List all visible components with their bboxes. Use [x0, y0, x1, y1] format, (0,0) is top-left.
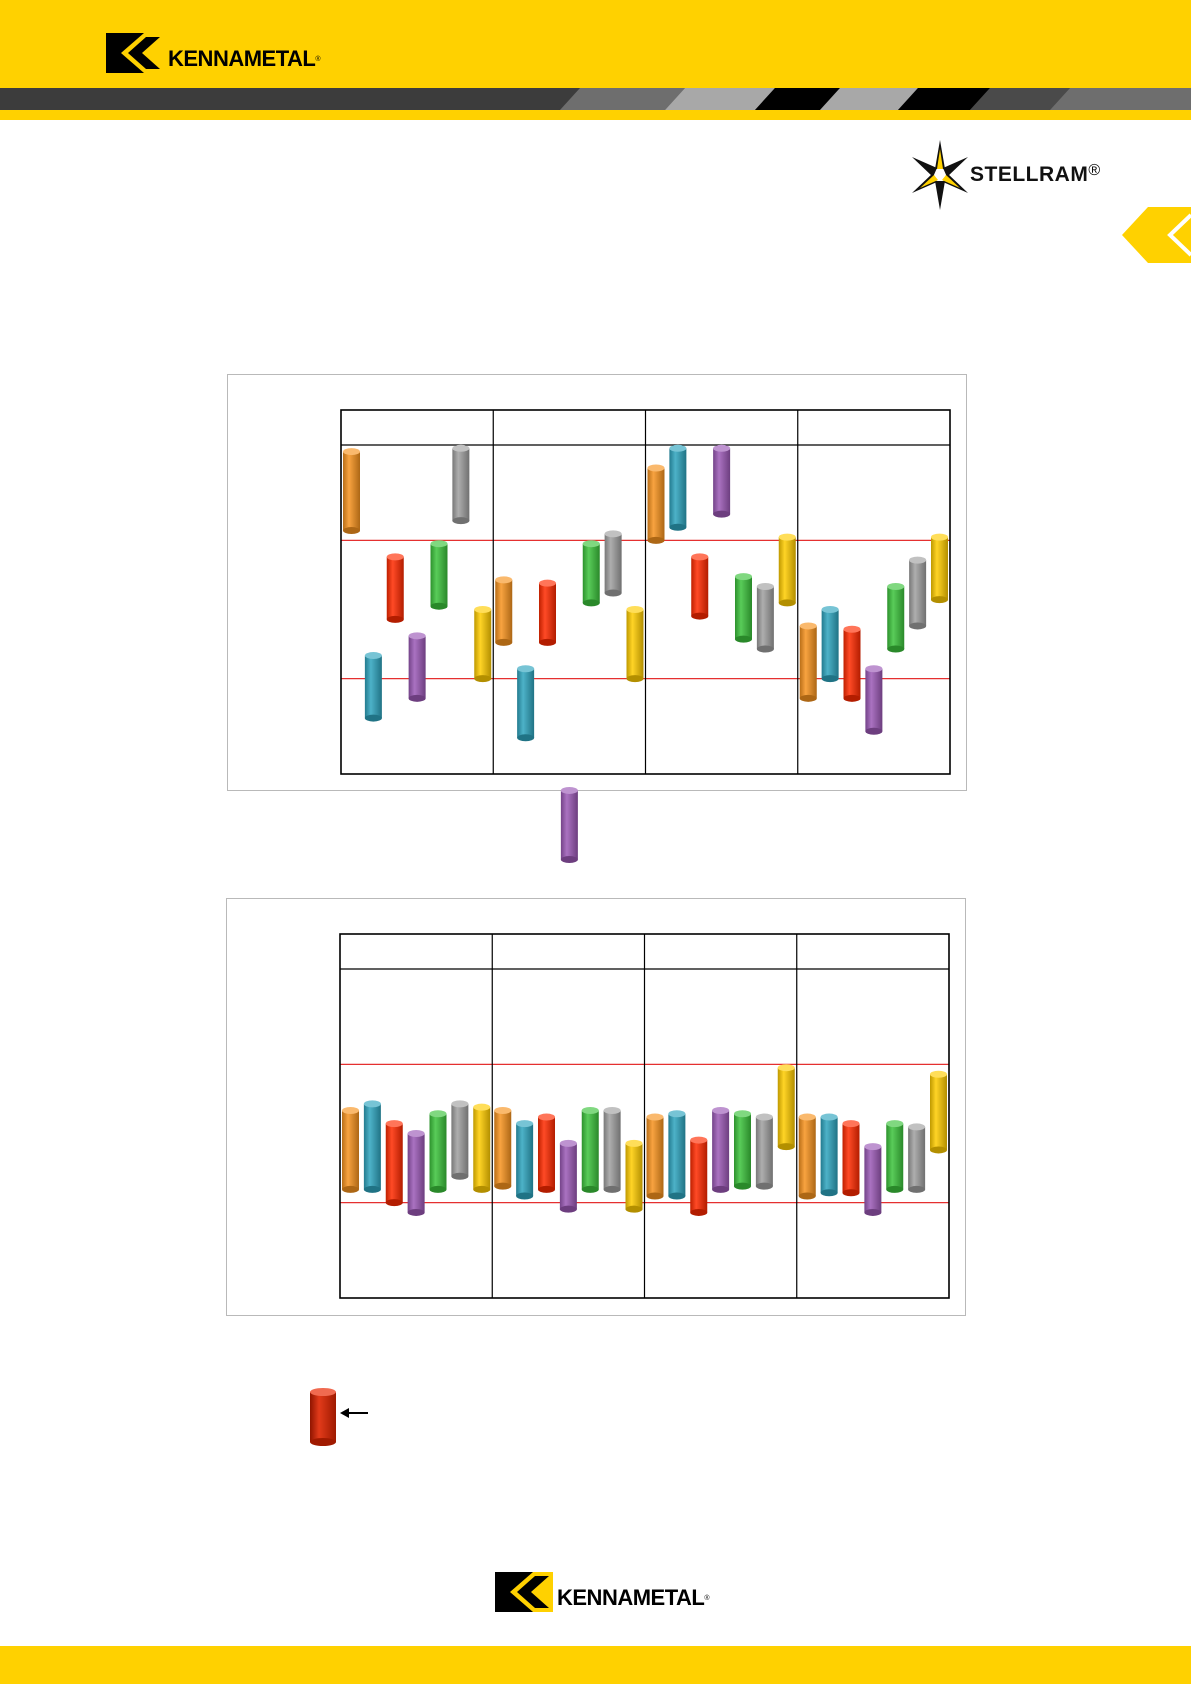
range-bar	[474, 606, 492, 683]
legend	[308, 1386, 368, 1453]
range-bar	[668, 1110, 686, 1200]
range-bar	[559, 1139, 577, 1213]
range-bar	[538, 1113, 555, 1193]
kennametal-logo: KENNAMETAL ®	[106, 33, 321, 73]
chevron-left-icon[interactable]	[1122, 207, 1191, 263]
range-bar	[517, 665, 535, 742]
range-bar	[887, 582, 905, 653]
range-bar	[865, 665, 883, 735]
legend-marker	[310, 1388, 336, 1446]
range-bar	[386, 553, 404, 623]
range-bar	[843, 625, 861, 702]
stellram-wordmark: STELLRAM	[970, 163, 1089, 186]
range-bar	[495, 576, 513, 646]
range-bar	[755, 1113, 773, 1190]
kennametal-wordmark: KENNAMETAL	[168, 46, 316, 71]
range-bar	[756, 582, 774, 653]
range-bar	[930, 1070, 947, 1154]
range-bar	[430, 540, 448, 610]
range-bar	[821, 606, 839, 683]
header-stripe	[0, 88, 1191, 120]
chart-2-frame	[226, 898, 966, 1316]
chart-1-frame	[227, 374, 967, 864]
range-bar	[364, 652, 382, 722]
range-bar	[343, 448, 360, 535]
range-bar	[451, 1100, 469, 1180]
registered-mark: ®	[315, 55, 321, 63]
range-bar	[820, 1113, 838, 1197]
header-band	[0, 0, 1191, 90]
range-bar	[735, 573, 752, 643]
footer-kennametal-logo: KENNAMETAL ®	[495, 1572, 710, 1612]
range-bar	[385, 1120, 403, 1207]
range-bar	[626, 606, 644, 683]
kennametal-k-icon	[106, 33, 164, 73]
kennametal-wordmark: KENNAMETAL	[557, 1585, 705, 1610]
range-bar	[473, 1103, 491, 1193]
range-bar	[799, 622, 817, 702]
range-bar	[603, 1106, 621, 1193]
range-bar	[581, 1106, 599, 1193]
range-bar	[407, 1130, 425, 1216]
range-bar	[516, 1120, 534, 1200]
range-bar	[778, 533, 796, 607]
range-bar	[560, 786, 578, 864]
range-bar	[539, 579, 556, 646]
stellram-star-icon	[912, 140, 968, 210]
range-bar	[864, 1143, 882, 1216]
chart-1	[340, 409, 951, 864]
range-bar	[494, 1106, 512, 1190]
range-bar	[604, 530, 622, 597]
range-bar	[734, 1110, 751, 1190]
range-bar	[886, 1120, 904, 1193]
range-bar	[669, 444, 687, 531]
range-bar	[625, 1139, 643, 1213]
range-bar	[363, 1100, 381, 1193]
range-bar	[690, 1136, 708, 1216]
range-bar	[931, 533, 948, 604]
range-bar	[712, 1106, 730, 1193]
stellram-logo: STELLRAM ®	[912, 140, 1100, 210]
range-bar	[713, 444, 731, 518]
arrow-left-icon	[340, 1408, 368, 1418]
registered-mark: ®	[1088, 162, 1101, 179]
range-bar	[646, 1113, 664, 1200]
range-bar	[908, 1123, 926, 1193]
range-bar	[408, 632, 426, 702]
range-bar	[647, 464, 665, 544]
chart-2	[339, 933, 950, 1299]
range-bar	[842, 1120, 860, 1197]
range-bar	[691, 553, 709, 620]
range-bar	[452, 444, 470, 525]
footer-band	[0, 1646, 1191, 1684]
kennametal-k-icon	[495, 1572, 553, 1612]
range-bar	[582, 540, 600, 607]
registered-mark: ®	[704, 1594, 710, 1602]
range-bar	[777, 1064, 795, 1151]
range-bar	[342, 1106, 359, 1193]
range-bar	[798, 1113, 816, 1200]
range-bar	[429, 1110, 447, 1193]
range-bar	[909, 556, 927, 630]
